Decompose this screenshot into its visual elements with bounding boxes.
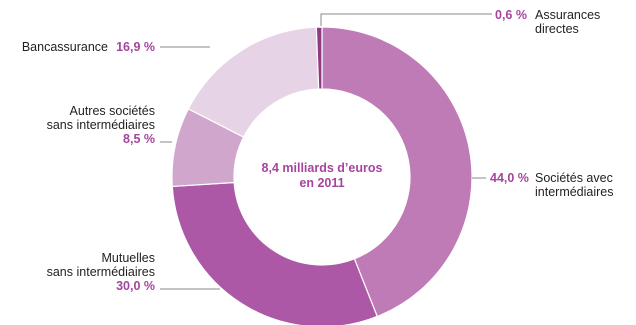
donut-slices [171,26,473,325]
slice-label-2-line-0: Autres sociétés [70,104,155,118]
slice-value-2: 8,5 % [123,132,155,146]
slice-value-3: 16,9 % [116,40,155,54]
slice-label-0-line-1: intermédiaires [535,185,614,199]
leader-line-4 [320,13,492,26]
slice-label-1-line-0: Mutuelles [102,251,156,265]
slice-label-4-line-1: directes [535,22,579,36]
slice-label-3-line-0: Bancassurance [22,40,108,54]
slice-value-1: 30,0 % [116,279,155,293]
leader-lines [160,13,492,290]
slice-label-0-line-0: Sociétés avec [535,171,613,185]
slice-value-4: 0,6 % [495,8,527,22]
slice-0 [321,26,473,318]
slice-label-2-line-1: sans intermédiaires [47,118,155,132]
center-label-line-2: en 2011 [299,176,344,190]
slice-value-0: 44,0 % [490,171,529,185]
slice-1 [171,181,378,325]
center-label-line-1: 8,4 milliards d’euros [262,161,383,175]
slice-4 [315,26,323,90]
slice-label-1-line-1: sans intermédiaires [47,265,155,279]
slice-label-4-line-0: Assurances [535,8,600,22]
